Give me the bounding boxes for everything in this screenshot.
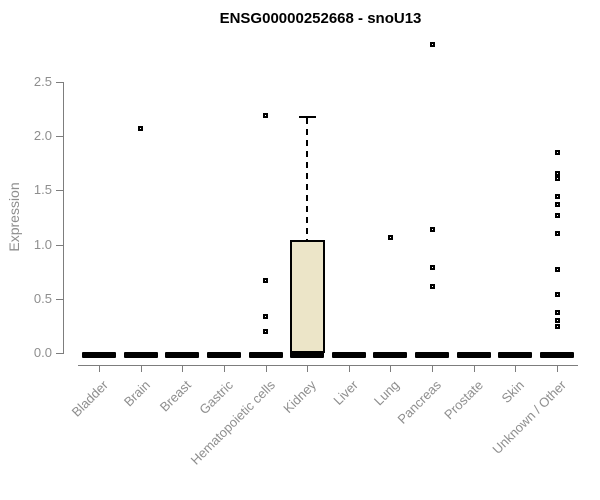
outlier-point — [263, 313, 269, 319]
median-bar — [415, 352, 450, 358]
x-category-label: Lung — [371, 377, 403, 409]
whisker-cap — [298, 115, 316, 118]
y-tick — [56, 353, 63, 354]
x-category-label: Liver — [330, 377, 361, 408]
outlier-point — [554, 231, 560, 237]
y-tick — [56, 136, 63, 138]
median-bar — [373, 352, 408, 358]
y-tick-label: 1.0 — [33, 236, 52, 252]
median-bar — [540, 352, 574, 358]
y-tick — [56, 190, 63, 192]
y-tick-label: 1.5 — [33, 182, 52, 198]
outlier-point — [387, 234, 393, 240]
x-category-label: Kidney — [280, 377, 320, 417]
y-tick-label: 2.5 — [33, 74, 52, 89]
x-tick — [140, 365, 142, 372]
outlier-point — [554, 170, 560, 176]
outlier-point — [554, 194, 560, 200]
x-tick — [348, 365, 350, 372]
x-tick — [182, 365, 184, 372]
chart-title: ENSG00000252668 - snoU13 — [219, 10, 422, 27]
outlier-point — [554, 212, 560, 218]
outlier-point — [138, 126, 144, 132]
outlier-point — [554, 310, 560, 316]
outlier-point — [554, 324, 560, 330]
x-tick — [390, 365, 392, 372]
x-tick — [307, 365, 309, 372]
y-tick — [56, 298, 63, 300]
outlier-point — [263, 277, 269, 283]
x-tick — [515, 365, 517, 372]
median-bar — [165, 352, 200, 358]
median-bar — [456, 352, 491, 358]
median-bar — [206, 352, 241, 358]
outlier-point — [429, 226, 435, 232]
x-category-label: Bladder — [68, 377, 111, 420]
median-bar — [331, 352, 366, 358]
x-category-label: Pancreas — [394, 377, 445, 427]
whisker-line — [306, 117, 309, 241]
median-bar — [123, 352, 158, 358]
outlier-point — [429, 284, 435, 290]
outlier-point — [429, 41, 435, 47]
outlier-point — [554, 149, 560, 155]
x-axis-line — [78, 365, 578, 366]
x-tick — [265, 365, 267, 372]
outlier-point — [429, 264, 435, 270]
x-tick — [223, 365, 225, 372]
x-tick — [432, 365, 434, 372]
x-category-label: Breast — [157, 377, 195, 415]
y-tick-label: 2.0 — [33, 128, 52, 144]
median-bar — [498, 352, 533, 358]
x-category-label: Prostate — [440, 377, 486, 423]
x-tick — [473, 365, 475, 372]
x-category-label: Skin — [498, 377, 528, 406]
x-category-label: Unknown / Other — [489, 377, 569, 457]
x-tick — [557, 365, 558, 372]
median-bar — [248, 352, 283, 358]
box-iqr — [289, 240, 325, 353]
outlier-point — [554, 267, 560, 273]
outlier-point — [554, 201, 560, 207]
x-tick — [99, 365, 100, 372]
y-tick-label: 0.5 — [33, 290, 52, 306]
median-bar — [290, 352, 325, 358]
y-axis-line — [63, 82, 64, 354]
y-tick — [56, 244, 63, 246]
median-bar — [82, 352, 116, 358]
outlier-point — [554, 291, 560, 297]
y-tick — [56, 82, 63, 83]
outlier-point — [554, 175, 560, 181]
y-tick-label: 0.0 — [33, 345, 52, 360]
x-category-label: Brain — [120, 377, 153, 410]
outlier-point — [263, 328, 269, 334]
outlier-point — [263, 113, 269, 119]
outlier-point — [554, 317, 560, 323]
